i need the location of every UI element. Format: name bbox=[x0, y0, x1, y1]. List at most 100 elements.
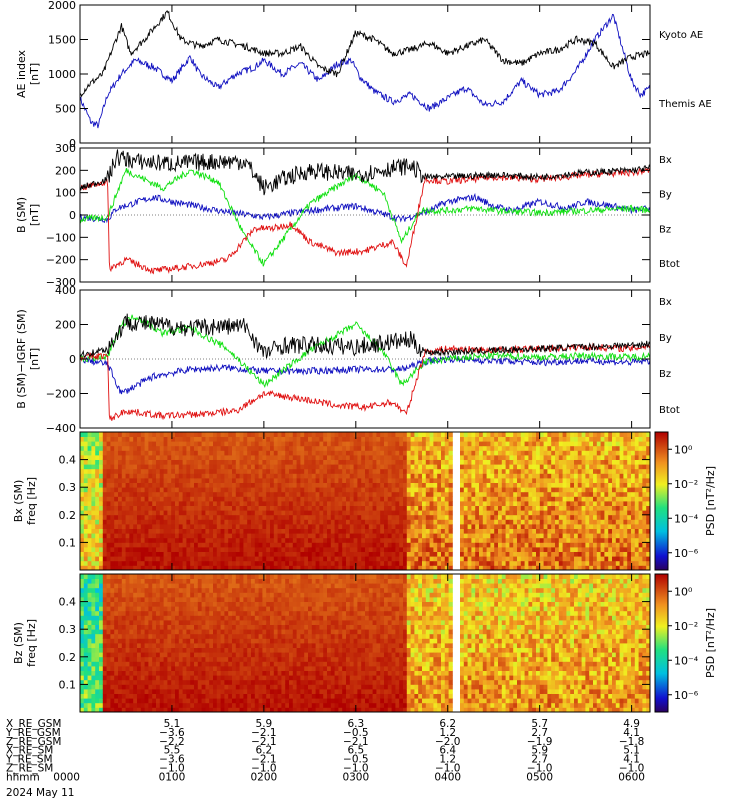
heatmap-cell bbox=[600, 501, 605, 506]
heatmap-cell bbox=[593, 450, 598, 456]
heatmap-cell bbox=[593, 432, 598, 437]
heatmap-cell bbox=[80, 643, 85, 648]
heatmap-cell bbox=[448, 542, 453, 548]
heatmap-cell bbox=[376, 455, 381, 460]
heatmap-cell bbox=[102, 514, 107, 520]
heatmap-cell bbox=[87, 501, 92, 506]
heatmap-cell bbox=[346, 491, 351, 497]
heatmap-cell bbox=[148, 510, 153, 516]
heatmap-cell bbox=[414, 468, 419, 474]
heatmap-cell bbox=[570, 519, 575, 525]
heatmap-cell bbox=[277, 565, 282, 571]
heatmap-cell bbox=[159, 533, 164, 539]
heatmap-cell bbox=[80, 652, 85, 658]
heatmap-cell bbox=[403, 542, 408, 548]
heatmap-cell bbox=[338, 524, 343, 529]
heatmap-cell bbox=[152, 441, 157, 447]
heatmap-cell bbox=[444, 528, 449, 534]
heatmap-cell bbox=[346, 537, 351, 543]
heatmap-cell bbox=[513, 519, 518, 525]
heatmap-cell bbox=[262, 510, 267, 516]
heatmap-cell bbox=[479, 537, 484, 543]
heatmap-cell bbox=[368, 482, 373, 488]
heatmap-cell bbox=[80, 468, 85, 474]
heatmap-cell bbox=[228, 514, 233, 520]
heatmap-cell bbox=[114, 702, 119, 708]
heatmap-cell bbox=[368, 542, 373, 548]
heatmap-cell bbox=[182, 464, 187, 470]
heatmap-cell bbox=[418, 510, 423, 516]
heatmap-cell bbox=[498, 496, 503, 502]
heatmap-cell bbox=[429, 436, 434, 442]
heatmap-cell bbox=[167, 560, 172, 566]
heatmap-cell bbox=[171, 450, 176, 456]
heatmap-cell bbox=[304, 519, 309, 525]
heatmap-cell bbox=[190, 537, 195, 543]
heatmap-cell bbox=[349, 524, 354, 529]
heatmap-cell bbox=[612, 537, 617, 543]
heatmap-cell bbox=[368, 533, 373, 539]
heatmap-cell bbox=[513, 441, 518, 447]
heatmap-cell bbox=[182, 510, 187, 516]
heatmap-cell bbox=[102, 565, 107, 571]
heatmap-cell bbox=[125, 473, 130, 479]
heatmap-cell bbox=[365, 510, 370, 516]
heatmap-cell bbox=[289, 565, 294, 571]
heatmap-cell bbox=[543, 560, 548, 566]
heatmap-cell bbox=[247, 432, 252, 437]
heatmap-cell bbox=[262, 436, 267, 442]
heatmap-cell bbox=[543, 496, 548, 502]
heatmap-cell bbox=[410, 482, 415, 488]
heatmap-cell bbox=[349, 491, 354, 497]
heatmap-cell bbox=[475, 468, 480, 474]
heatmap-cell bbox=[285, 441, 290, 447]
heatmap-cell bbox=[296, 468, 301, 474]
heatmap-cell bbox=[574, 542, 579, 548]
heatmap-cell bbox=[87, 592, 92, 598]
heatmap-cell bbox=[627, 501, 632, 506]
heatmap-cell bbox=[156, 510, 161, 516]
heatmap-cell bbox=[137, 560, 142, 566]
heatmap-cell bbox=[194, 537, 199, 543]
heatmap-cell bbox=[95, 464, 100, 470]
heatmap-cell bbox=[106, 615, 111, 621]
heatmap-cell bbox=[224, 436, 229, 442]
heatmap-cell bbox=[596, 459, 601, 465]
heatmap-cell bbox=[254, 565, 259, 571]
heatmap-cell bbox=[501, 473, 506, 479]
heatmap-cell bbox=[102, 693, 107, 699]
heatmap-cell bbox=[110, 519, 115, 525]
heatmap-cell bbox=[330, 468, 335, 474]
heatmap-cell bbox=[589, 482, 594, 488]
heatmap-cell bbox=[95, 698, 100, 704]
heatmap-cell bbox=[627, 528, 632, 534]
heatmap-cell bbox=[118, 441, 123, 447]
heatmap-cell bbox=[551, 455, 556, 460]
heatmap-cell bbox=[190, 432, 195, 437]
heatmap-cell bbox=[646, 455, 651, 460]
heatmap-cell bbox=[167, 501, 172, 506]
heatmap-cell bbox=[384, 519, 389, 525]
heatmap-cell bbox=[513, 551, 518, 557]
heatmap-cell bbox=[186, 464, 191, 470]
heatmap-cell bbox=[296, 482, 301, 488]
heatmap-cell bbox=[251, 542, 256, 548]
heatmap-cell bbox=[87, 684, 92, 690]
heatmap-cell bbox=[539, 524, 544, 529]
heatmap-cell bbox=[251, 445, 256, 451]
heatmap-cell bbox=[99, 601, 104, 607]
heatmap-cell bbox=[99, 629, 104, 635]
heatmap-cell bbox=[528, 505, 533, 511]
heatmap-cell bbox=[235, 519, 240, 525]
heatmap-cell bbox=[137, 491, 142, 497]
heatmap-cell bbox=[110, 491, 115, 497]
heatmap-cell bbox=[254, 556, 259, 562]
heatmap-cell bbox=[190, 528, 195, 534]
heatmap-cell bbox=[619, 514, 624, 520]
heatmap-cell bbox=[156, 450, 161, 456]
heatmap-cell bbox=[460, 501, 465, 506]
heatmap-cell bbox=[308, 468, 313, 474]
heatmap-cell bbox=[273, 501, 278, 506]
heatmap-cell bbox=[581, 501, 586, 506]
heatmap-cell bbox=[137, 445, 142, 451]
